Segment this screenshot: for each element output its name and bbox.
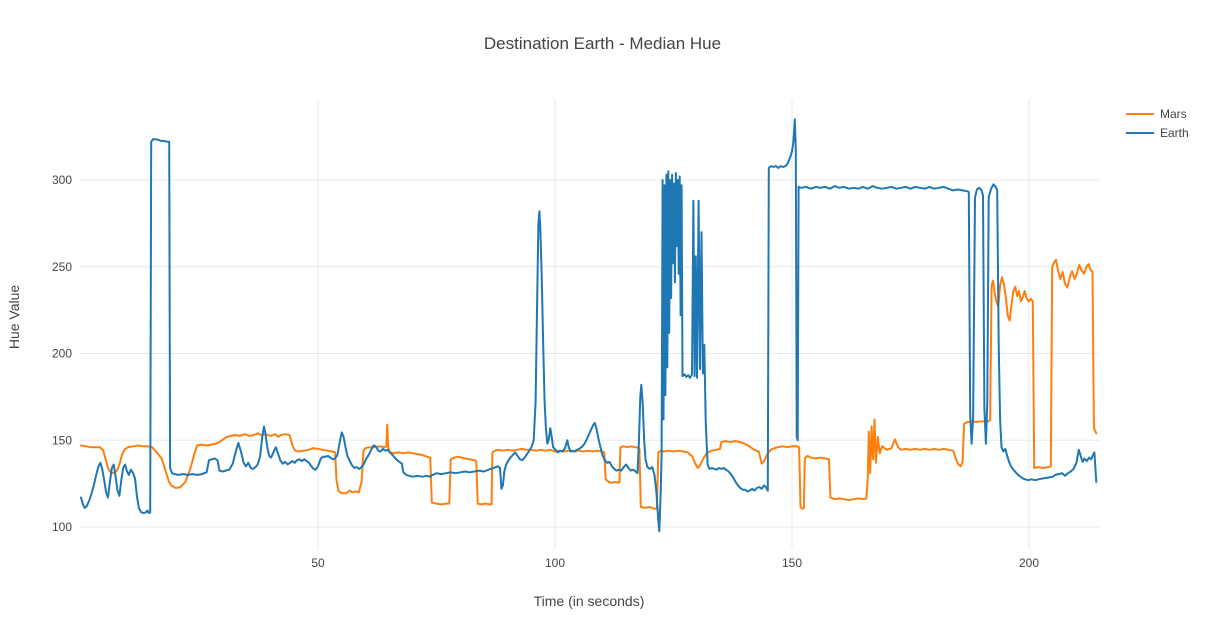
x-tick-label: 150 (782, 556, 802, 570)
legend-label: Mars (1160, 106, 1187, 121)
legend-label: Earth (1160, 125, 1189, 140)
plot-area[interactable] (80, 100, 1099, 549)
legend-swatch-mars (1126, 112, 1154, 115)
legend-item-earth[interactable]: Earth (1126, 123, 1189, 142)
legend-item-mars[interactable]: Mars (1126, 104, 1189, 123)
y-axis-title: Hue Value (6, 284, 22, 350)
x-tick-label: 100 (545, 556, 565, 570)
y-tick-label: 300 (52, 173, 72, 187)
legend: Mars Earth (1126, 104, 1189, 142)
tick-labels: 50 100 150 200 100 150 200 250 300 (52, 173, 1039, 570)
series-lines (80, 118, 1098, 533)
series-line-earth (80, 118, 1098, 533)
x-tick-label: 200 (1019, 556, 1039, 570)
gridlines (80, 100, 1099, 549)
y-tick-label: 100 (52, 520, 72, 534)
y-tick-label: 150 (52, 433, 72, 447)
x-axis-title: Time (in seconds) (533, 593, 645, 609)
y-tick-label: 200 (52, 347, 72, 361)
legend-swatch-earth (1126, 131, 1154, 134)
y-tick-label: 250 (52, 260, 72, 274)
chart-title: Destination Earth - Median Hue (483, 34, 722, 53)
x-tick-label: 50 (311, 556, 325, 570)
